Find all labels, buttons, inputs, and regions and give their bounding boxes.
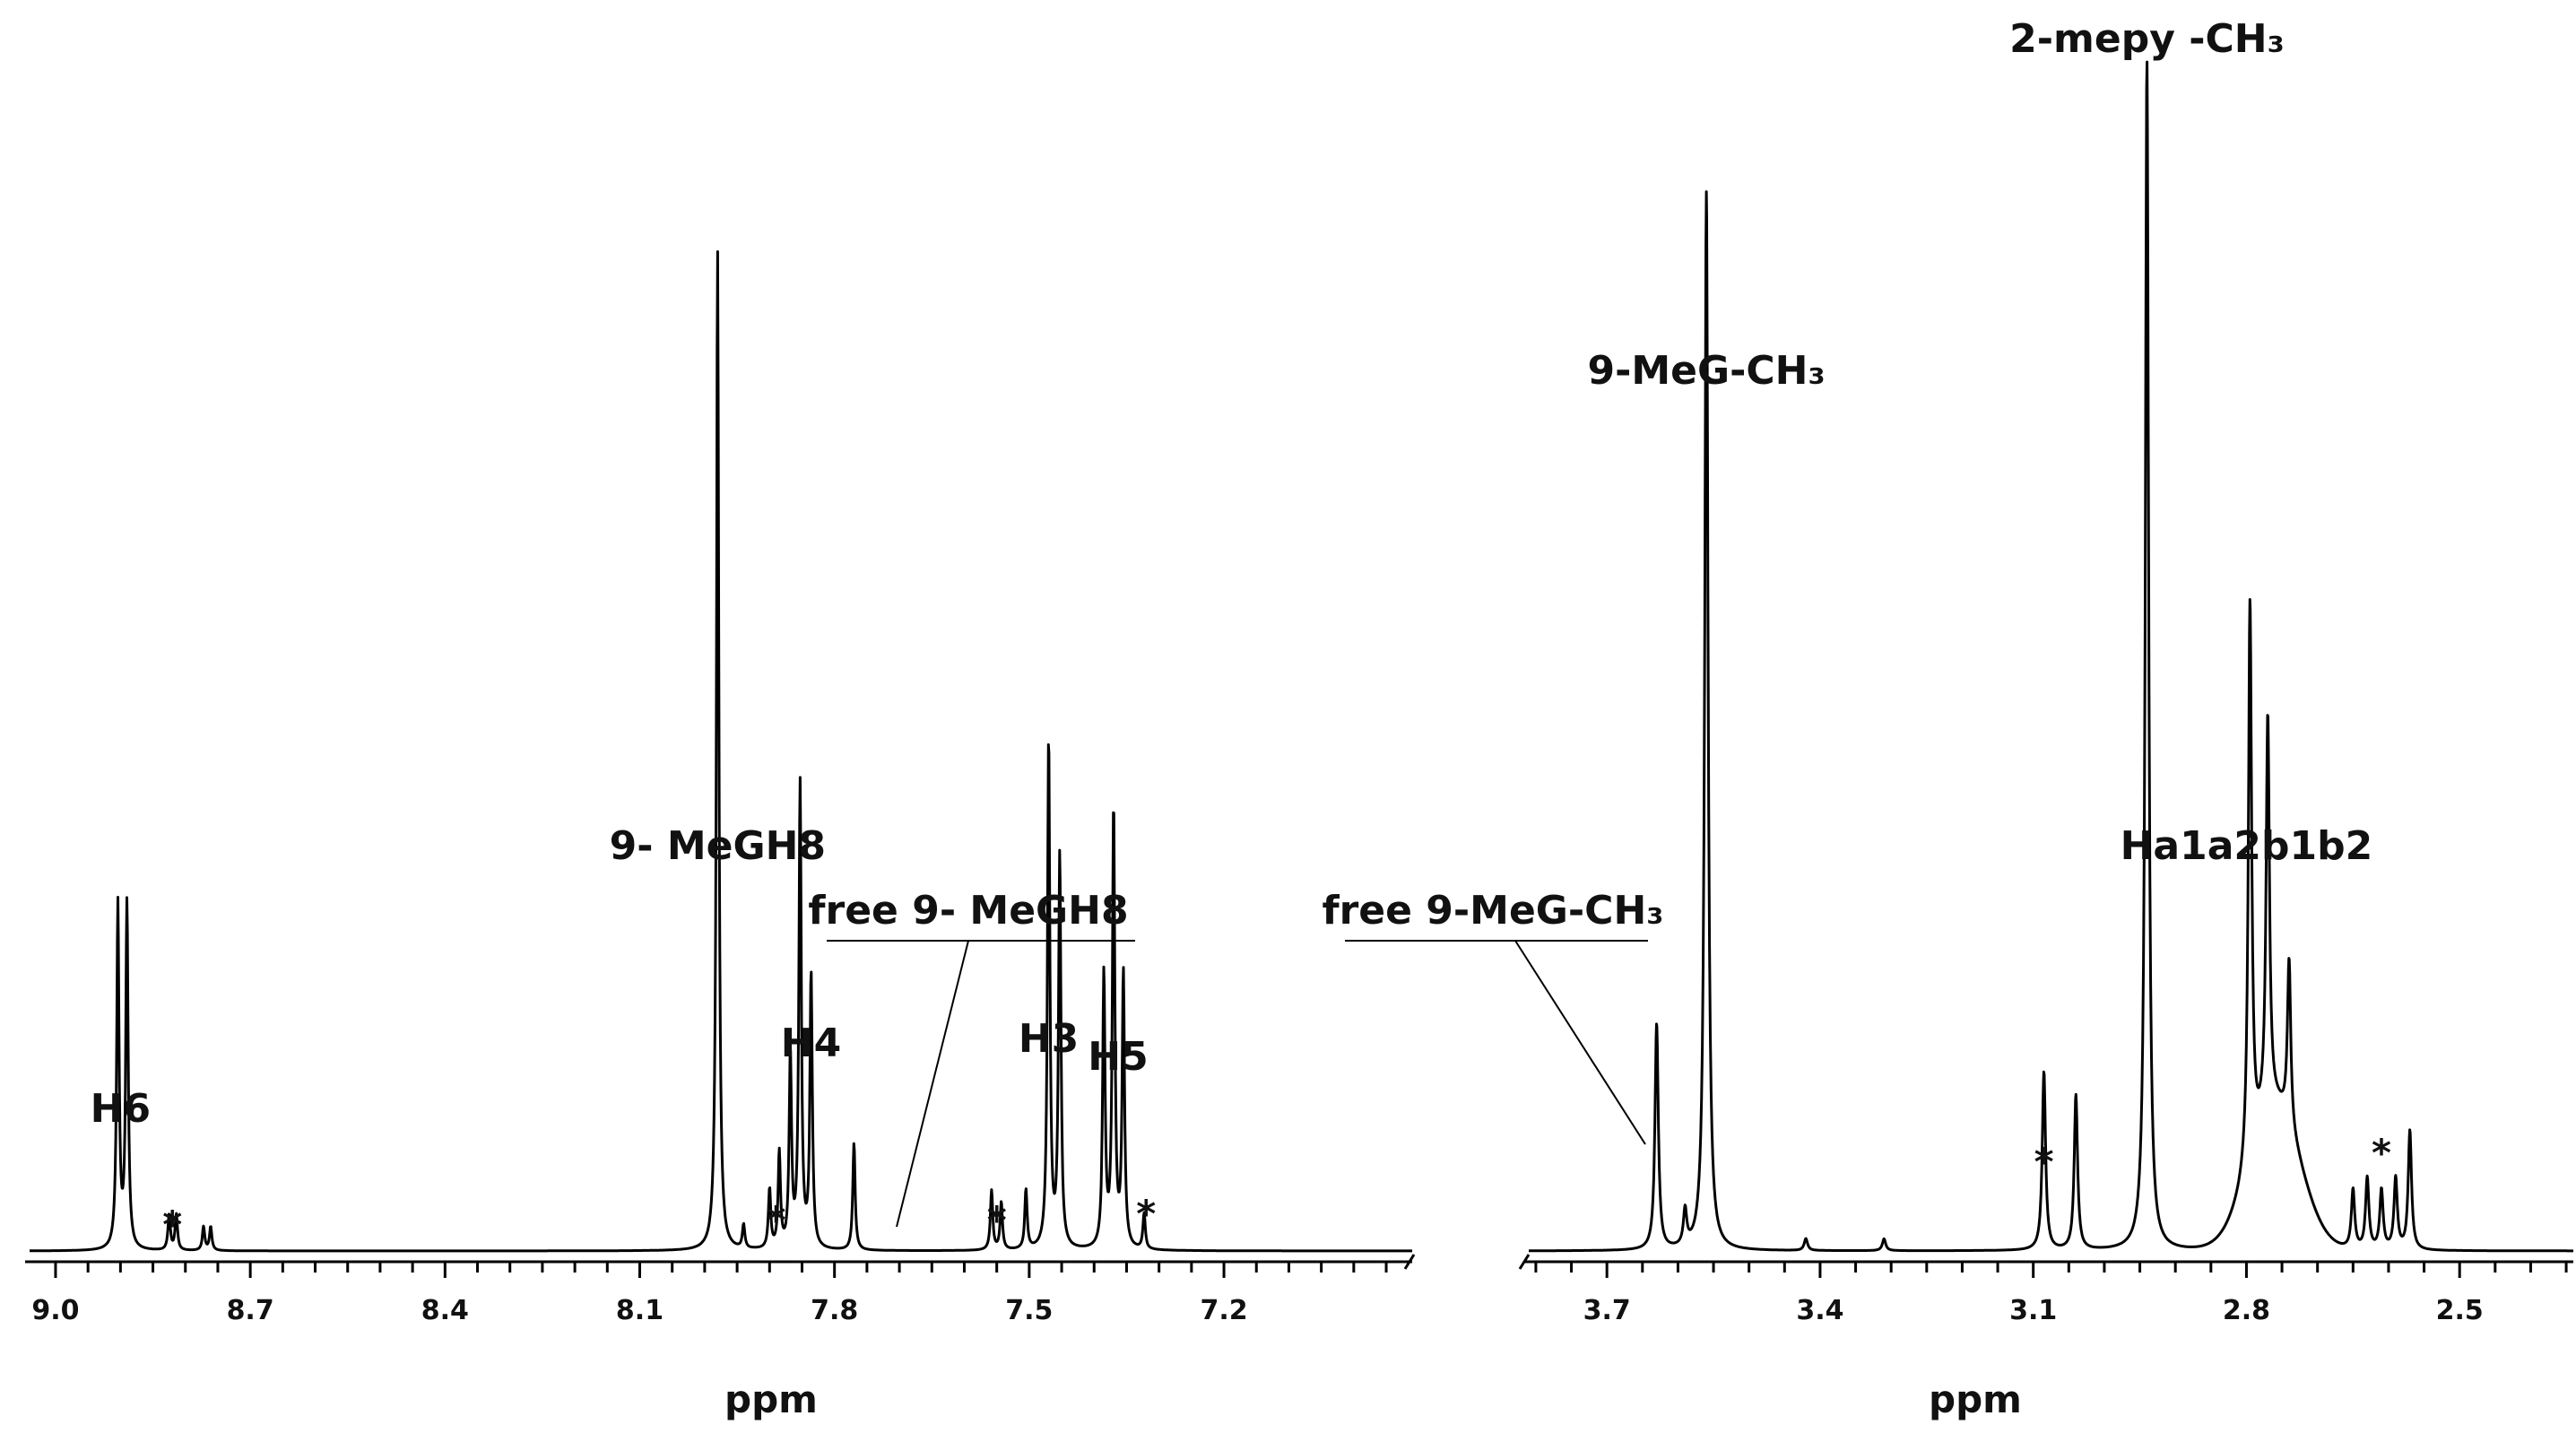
axis-break [1518,1254,1531,1270]
tick-label: 8.4 [421,1295,469,1326]
x-axis-title: ppm [724,1377,818,1421]
axis-break [1403,1254,1416,1270]
peak-label: 9-MeG-CH₃ [1587,348,1825,394]
leader-line [1514,940,1646,1145]
spectrum-trace [1527,60,2575,1253]
tick-label: 2.8 [2223,1295,2270,1326]
peak-point [1046,736,1052,742]
peak-label: H6 [91,1086,151,1132]
peak-label: Ha1a2b1b2 [2121,823,2373,869]
tick-label: 7.2 [1200,1295,1247,1326]
tick-label: 8.7 [227,1295,274,1326]
peak-label: 2-mepy -CH₃ [2009,16,2285,62]
tick-label: 3.1 [2009,1295,2057,1326]
aliphatic-panel: 3.7 3.4 3.1 2.8 2.5 ppm free 9-MeG-CH₃ 9-MeG-CH… [1322,16,2575,1421]
impurity-marker: * [1136,1192,1156,1236]
tick-label: 7.5 [1005,1295,1053,1326]
aromatic-panel: 9.0 8.7 8.4 8.1 7.8 7.5 7.2 ppm H6 * 9- MeGH8 free … [25,250,1416,1421]
peak-label: free 9-MeG-CH₃ [1322,888,1663,934]
peak-label: H3 [1019,1016,1079,1062]
tick-label: 3.7 [1583,1295,1631,1326]
peak-label: 9- MeGH8 [610,823,826,869]
tick-label: 7.8 [811,1295,858,1326]
impurity-marker: * [162,1203,182,1247]
peak-label: H4 [781,1021,841,1066]
tick-label: 9.0 [31,1295,79,1326]
spectrum-trace [29,250,1413,1253]
impurity-marker: * [767,1198,786,1242]
tick-label: 2.5 [2436,1295,2484,1326]
peak-label: free 9- MeGH8 [808,888,1128,934]
x-axis-title: ppm [1929,1377,2022,1421]
impurity-marker: * [2034,1140,2054,1184]
peak-label: H5 [1088,1034,1148,1080]
impurity-marker: * [987,1198,1007,1242]
impurity-marker: * [2372,1131,2391,1175]
tick-label: 3.4 [1796,1295,1843,1326]
leader-line [896,940,969,1228]
tick-label: 8.1 [616,1295,664,1326]
